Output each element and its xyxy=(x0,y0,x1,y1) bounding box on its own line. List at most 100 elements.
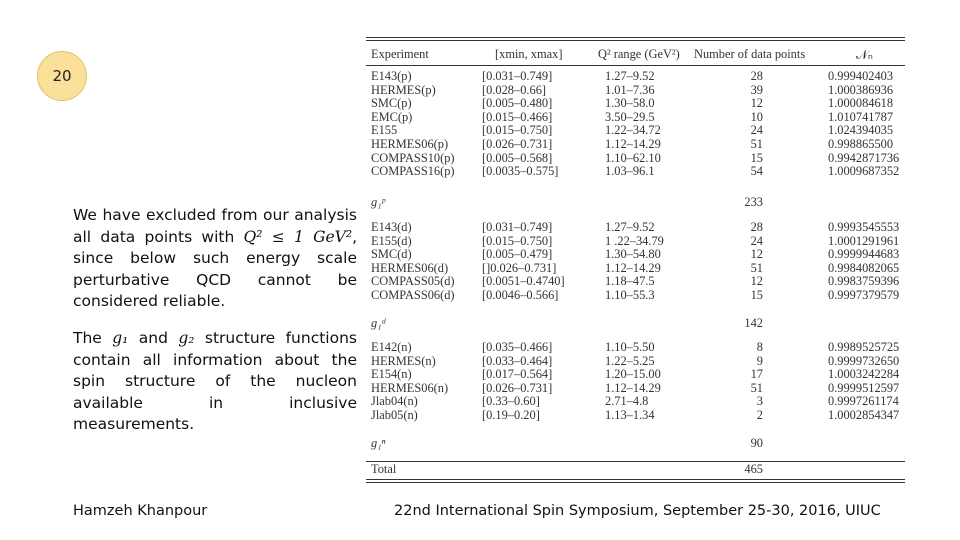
cell-experiment: HERMES06(n) xyxy=(371,380,449,395)
cell-num-points: 28 xyxy=(750,220,763,234)
cell-q2-range: 1.12–14.29 xyxy=(605,380,661,395)
cell-x-range: [0.031–0.749] xyxy=(482,69,553,83)
cell-normalization: 0.998865500 xyxy=(828,137,894,151)
cell-experiment: COMPASS16(p) xyxy=(371,164,455,179)
cell-num-points: 39 xyxy=(750,82,763,97)
cell-experiment: SMC(p) xyxy=(371,96,412,111)
cell-q2-range: 1.30–54.80 xyxy=(605,247,661,262)
cell-q2-range: 1.20–15.00 xyxy=(605,367,661,382)
body-text: We have excluded from our analysis all d… xyxy=(73,205,357,451)
footer-author: Hamzeh Khanpour xyxy=(73,503,208,519)
cell-x-range: [0.017–0.564] xyxy=(482,367,553,382)
cell-normalization: 0.9993545553 xyxy=(828,220,900,234)
cell-q2-range: 1.30–58.0 xyxy=(605,96,655,111)
proton-subtotal-total: 233 xyxy=(744,195,763,209)
cell-num-points: 8 xyxy=(756,340,763,354)
cell-q2-range: 1.27–9.52 xyxy=(605,69,655,83)
paragraph-structure-functions: The g₁ and g₂ structure functions contai… xyxy=(73,328,357,436)
total-rule xyxy=(366,461,905,462)
cell-x-range: [0.0051–0.4740] xyxy=(482,274,565,289)
cell-num-points: 15 xyxy=(750,150,763,165)
cell-x-range: [0.0046–0.566] xyxy=(482,288,559,302)
header-num-points: Number of data points xyxy=(694,47,806,61)
cell-q2-range: 1.10–5.50 xyxy=(605,340,655,354)
cell-normalization: 0.9983759396 xyxy=(828,274,900,289)
slide-number-badge: 20 xyxy=(37,51,87,101)
cell-num-points: 51 xyxy=(750,137,763,151)
total-label: Total xyxy=(371,462,397,476)
cell-num-points: 10 xyxy=(750,109,763,124)
cell-experiment: E155(d) xyxy=(371,233,412,248)
cell-q2-range: 1.22–34.72 xyxy=(605,123,661,138)
cell-q2-range: 1.12–14.29 xyxy=(605,260,661,275)
header-rule xyxy=(366,65,905,66)
cell-normalization: 0.9997379579 xyxy=(828,288,900,302)
cell-experiment: Jlab04(n) xyxy=(371,394,418,409)
cell-x-range: [0.33–0.60] xyxy=(482,394,540,409)
cell-normalization: 0.9999732650 xyxy=(828,353,900,368)
p2-and: and xyxy=(128,329,179,347)
cell-experiment: E154(n) xyxy=(371,367,412,382)
cell-num-points: 28 xyxy=(750,69,763,83)
cell-normalization: 1.000084618 xyxy=(828,96,894,111)
cell-num-points: 2 xyxy=(756,408,763,422)
cell-q2-range: 1.13–1.34 xyxy=(605,408,655,422)
cell-num-points: 9 xyxy=(756,353,763,368)
cell-normalization: 1.0002854347 xyxy=(828,408,900,422)
header-experiment: Experiment xyxy=(371,47,429,61)
neutron-subtotal-label: g₁ⁿ xyxy=(371,436,386,450)
cell-num-points: 51 xyxy=(750,260,763,275)
cell-num-points: 54 xyxy=(750,164,763,179)
table-bottom-rule xyxy=(366,479,905,480)
cell-q2-range: 1.10–62.10 xyxy=(605,150,661,165)
header-x-range: [xmin, xmax] xyxy=(495,47,563,61)
cell-normalization: 0.9999512597 xyxy=(828,380,900,395)
cell-x-range: [0.015–0.750] xyxy=(482,123,553,138)
cell-x-range: []0.026–0.731] xyxy=(482,260,557,275)
cell-normalization: 1.010741787 xyxy=(828,109,894,124)
deuteron-subtotal-total: 142 xyxy=(744,316,763,330)
g1-symbol: g₁ xyxy=(112,329,129,347)
cell-x-range: [0.015–0.750] xyxy=(482,233,553,248)
table-top-rule xyxy=(366,37,905,38)
cell-normalization: 1.0003242284 xyxy=(828,367,900,382)
cell-experiment: HERMES06(d) xyxy=(371,260,449,275)
paragraph-exclusion: We have excluded from our analysis all d… xyxy=(73,205,357,313)
cell-q2-range: 1.03–96.1 xyxy=(605,164,655,179)
cell-experiment: COMPASS10(p) xyxy=(371,150,455,165)
cell-normalization: 1.024394035 xyxy=(828,123,894,138)
deuteron-subtotal-label: g₁ᵈ xyxy=(371,316,386,330)
cell-normalization: 0.9989525725 xyxy=(828,340,900,354)
table-top-rule-2 xyxy=(366,40,905,41)
cell-normalization: 1.0009687352 xyxy=(828,164,900,179)
cell-experiment: Jlab05(n) xyxy=(371,408,418,422)
cell-experiment: E142(n) xyxy=(371,340,412,354)
cell-normalization: 0.999402403 xyxy=(828,69,894,83)
cell-normalization: 1.000386936 xyxy=(828,82,894,97)
total-value: 465 xyxy=(744,462,763,476)
p1-text: We have excluded from our analysis all d… xyxy=(73,206,357,246)
data-table: Experiment [xmin, xmax] Q² range (GeV²) … xyxy=(366,37,905,484)
cell-normalization: 0.9997261174 xyxy=(828,394,899,409)
cell-q2-range: 1.01–7.36 xyxy=(605,82,655,97)
cell-q2-range: 1 .22–34.79 xyxy=(605,233,664,248)
footer-event: 22nd International Spin Symposium, Septe… xyxy=(394,503,881,519)
cell-experiment: E143(p) xyxy=(371,69,412,83)
cell-q2-range: 1.22–5.25 xyxy=(605,353,655,368)
cell-q2-range: 3.50–29.5 xyxy=(605,109,655,124)
cell-x-range: [0.005–0.568] xyxy=(482,150,553,165)
g2-symbol: g₂ xyxy=(178,329,195,347)
cell-experiment: COMPASS06(d) xyxy=(371,288,455,302)
cell-experiment: HERMES(n) xyxy=(371,353,436,368)
cell-num-points: 24 xyxy=(750,233,763,248)
proton-subtotal-label: g₁ᵖ xyxy=(371,195,386,209)
cell-experiment: SMC(d) xyxy=(371,247,412,262)
cell-num-points: 15 xyxy=(750,288,763,302)
cell-num-points: 17 xyxy=(750,367,763,382)
cell-num-points: 12 xyxy=(750,96,763,111)
cell-q2-range: 1.10–55.3 xyxy=(605,288,655,302)
cell-x-range: [0.005–0.480] xyxy=(482,96,553,111)
cell-normalization: 0.9984082065 xyxy=(828,260,900,275)
cell-x-range: [0.031–0.749] xyxy=(482,220,553,234)
cell-num-points: 12 xyxy=(750,247,763,262)
